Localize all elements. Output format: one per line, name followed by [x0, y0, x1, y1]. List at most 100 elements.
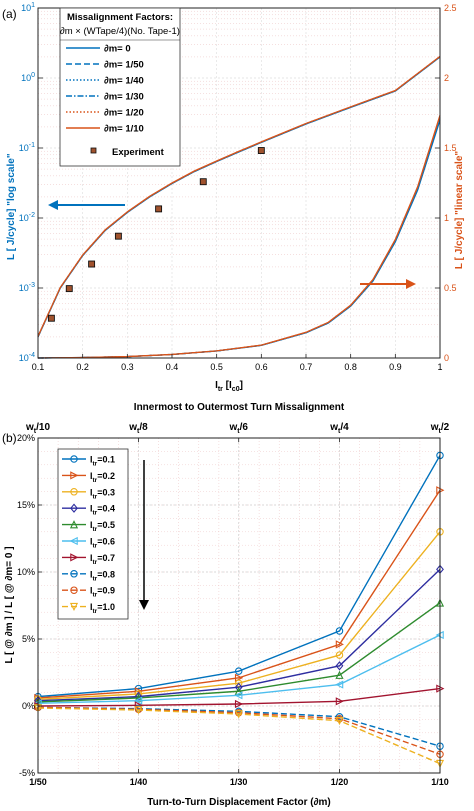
- chart-b-series-point: [335, 651, 344, 659]
- chart-b-legend-marker: [69, 536, 78, 546]
- chart-b-top-tick-tail: /2: [441, 422, 450, 433]
- chart-b-legend-label-tail: =0.6: [97, 537, 115, 547]
- chart-a-y-tick-base: 10: [19, 143, 29, 153]
- chart-a-legend-label: ∂m= 1/30: [104, 92, 144, 103]
- chart-a-legend-experiment: Experiment: [90, 147, 165, 158]
- chart-b-series-line: [37, 707, 441, 765]
- chart-b-legend-marker: [70, 586, 78, 594]
- chart-a-y-tick-exponent: 0: [31, 72, 35, 79]
- chart-b-down-arrow-head: [139, 600, 149, 610]
- chart-b-series-point: [234, 691, 243, 700]
- chart-b-top-tick-tail: /4: [340, 422, 349, 433]
- chart-a-curves: [37, 55, 441, 359]
- chart-a-experiment-point: [199, 178, 207, 186]
- chart-a-y-tick-exponent: -2: [29, 212, 35, 219]
- chart-a-y-tick-label-right: 1.5: [444, 143, 457, 153]
- chart-a-y-tick-exponent: 1: [31, 2, 35, 9]
- chart-b-legend-label: Itr=0.6: [90, 537, 115, 550]
- chart-a-x-axis-label: Itr [Ic0]: [215, 380, 243, 393]
- chart-b-series-line: [37, 602, 441, 703]
- chart-a-experiment-point: [257, 147, 265, 154]
- chart-b-series-line: [37, 634, 441, 705]
- chart-a-x-tick-label: 0.3: [121, 362, 134, 372]
- chart-a-x-tick-label: 1: [437, 362, 442, 372]
- chart-a-experiment-point: [114, 232, 122, 240]
- chart-b-series-point: [234, 673, 244, 682]
- chart-b-panel-label: (b): [2, 431, 17, 445]
- chart-b-top-tick-label: wt/2: [430, 422, 450, 435]
- chart-b-legend-label-sub: tr: [93, 608, 98, 615]
- chart-b-legend-label-tail: =0.5: [97, 520, 115, 530]
- chart-b-y-tick-label: 0%: [22, 701, 35, 711]
- chart-a-x-tick-label: 0.1: [32, 362, 45, 372]
- chart-a-legend-box: [59, 7, 181, 167]
- chart-b-legend-label-main: I: [90, 471, 93, 481]
- chart-b-legend-marker: [70, 570, 78, 578]
- chart-b-legend-label-tail: =0.7: [97, 553, 115, 563]
- chart-b-legend-marker: [70, 471, 79, 480]
- chart-a-right-arrow: [360, 279, 416, 289]
- chart-b-x-tick-label: 1/20: [331, 777, 349, 787]
- chart-b-legend-label-sub: tr: [93, 592, 98, 599]
- chart-b-top-tick-label: wt/4: [329, 422, 349, 435]
- chart-b-legend-label-tail: =0.4: [97, 504, 115, 514]
- chart-b-down-arrow: [139, 460, 149, 610]
- chart-b-top-tick-label: wt/10: [25, 422, 50, 435]
- chart-a-y-tick-label-right: 2: [444, 73, 449, 83]
- chart-a-y-tick-base: 10: [19, 283, 29, 293]
- chart-b-legend-label-sub: tr: [93, 461, 98, 468]
- chart-a-experiment-point: [155, 205, 163, 213]
- chart-a-y-tick-label-right: 0.5: [444, 283, 457, 293]
- chart-a-legend-label: ∂m= 0: [104, 44, 131, 55]
- chart-b-top-tick-label: wt/6: [228, 422, 248, 435]
- chart-b-legend-label: Itr=0.7: [90, 553, 115, 566]
- chart-a-y-tick-base: 10: [21, 73, 31, 83]
- chart-b-legend-box: [57, 448, 129, 620]
- chart-b-series-line: [37, 455, 441, 698]
- chart-b-top-tick-tail: /10: [36, 422, 50, 433]
- chart-b-top-tick-sub: t: [338, 428, 341, 435]
- chart-b-legend-label-main: I: [90, 569, 93, 579]
- chart-b-legend-label-tail: =0.2: [97, 471, 115, 481]
- chart-a: 0.1 0.2 0.3 0.4 0.5 0.6 0.7 0.8 0.9 1 10-410-310-…: [2, 2, 465, 413]
- chart-b-legend-label-main: I: [90, 602, 93, 612]
- chart-a-experiment-points: [47, 147, 265, 322]
- chart-a-x-tick-label: 0.7: [300, 362, 313, 372]
- chart-b-x-tick-label: 1/50: [29, 777, 47, 787]
- chart-b-legend-label: Itr=0.9: [90, 586, 115, 599]
- chart-b-legend-label-main: I: [90, 520, 93, 530]
- chart-b-top-ticks: wt/10 wt/8 wt/6 wt/4 wt/2: [25, 422, 450, 442]
- chart-a-legend-title-line1: Missalignment Factors:: [67, 12, 173, 23]
- chart-b-x-tick-label: 1/30: [230, 777, 248, 787]
- chart-a-experiment-point: [65, 285, 73, 293]
- chart-b-series-point: [234, 679, 243, 687]
- chart-b-x-tick-label: 1/10: [431, 777, 449, 787]
- chart-b-top-tick-main: w: [228, 422, 237, 433]
- chart-b-series-point: [234, 686, 243, 696]
- chart-a-experiment-point: [47, 314, 55, 322]
- chart-b-legend-label-main: I: [90, 487, 93, 497]
- chart-a-legend-items: ∂m= 0 ∂m= 1/50 ∂m= 1/40 ∂m= 1/30 ∂m= 1/20 ∂m=…: [66, 44, 144, 135]
- chart-a-x-ticks: 0.1 0.2 0.3 0.4 0.5 0.6 0.7 0.8 0.9 1: [32, 354, 443, 372]
- chart-b-legend-label-sub: tr: [93, 510, 98, 517]
- chart-b-top-tick-tail: /8: [139, 422, 148, 433]
- chart-a-right-arrow-head: [406, 279, 416, 289]
- chart-a-x-tick-label: 0.9: [389, 362, 402, 372]
- chart-b-series-point: [134, 696, 143, 705]
- chart-b-legend-marker: [70, 553, 79, 562]
- chart-b-top-tick-main: w: [128, 422, 137, 433]
- chart-b-legend-marker: [70, 455, 78, 463]
- chart-a-y-tick-label-left: 10-2: [19, 212, 35, 223]
- chart-b-legend-label: Itr=0.3: [90, 487, 115, 500]
- chart-b-x-tick-label: 1/40: [130, 777, 148, 787]
- chart-b-legend-label-sub: tr: [93, 543, 98, 550]
- chart-a-y-axis-left-label: L [ J/cycle] "log scale": [6, 153, 17, 260]
- chart-b-legend-label-sub: tr: [93, 559, 98, 566]
- chart-b-top-tick-label: wt/8: [128, 422, 148, 435]
- chart-b-series-point: [335, 712, 344, 721]
- chart-b-top-tick-main: w: [430, 422, 439, 433]
- chart-b-legend-label-main: I: [90, 537, 93, 547]
- chart-b-y-tick-label: 5%: [22, 634, 35, 644]
- chart-b-legend-marker: [69, 520, 79, 529]
